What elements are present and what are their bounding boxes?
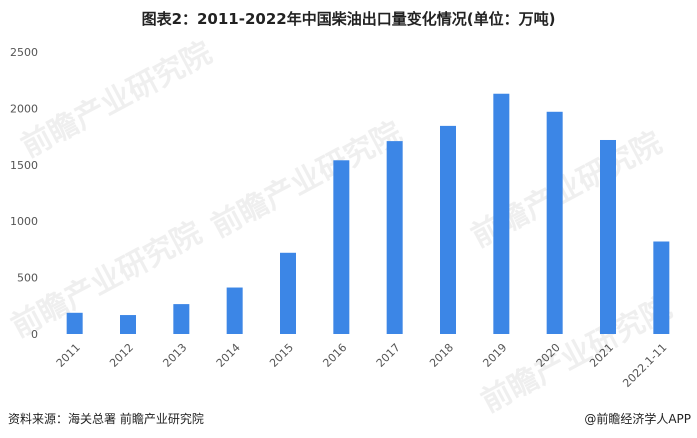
y-tick-label: 1000: [10, 215, 38, 228]
x-tick-label: 2012: [107, 341, 136, 370]
bars: [66, 93, 670, 335]
y-tick-label: 500: [17, 272, 38, 285]
x-tick-label: 2019: [480, 341, 509, 370]
brand-label: @前瞻经济学人APP: [584, 412, 691, 426]
bar-2012: [120, 315, 136, 334]
bar-2015: [280, 252, 296, 334]
x-tick-label: 2016: [320, 341, 349, 370]
x-tick-label: 2020: [534, 341, 563, 370]
bar-2011: [66, 312, 83, 334]
x-axis: 2011 2012 2013 2014 2015 2016 2017 2018 2019 2020…: [54, 341, 670, 390]
bar-2017: [386, 141, 403, 334]
bar-2022.1-11: [653, 241, 670, 334]
bar-2018: [440, 125, 456, 334]
chart-title: 图表2：2011-2022年中国柴油出口量变化情况(单位：万吨): [141, 10, 556, 28]
bar-2013: [173, 304, 190, 334]
y-tick-label: 2000: [10, 102, 38, 115]
x-tick-label: 2018: [427, 341, 456, 370]
bar-2016: [333, 160, 350, 334]
y-tick-label: 1500: [10, 159, 38, 172]
bar-2019: [493, 93, 510, 335]
bar-2021: [600, 139, 616, 334]
bar-2020: [546, 111, 563, 334]
x-tick-label: 2017: [374, 341, 403, 370]
y-axis: 0 500 1000 1500 2000 2500: [10, 46, 38, 341]
x-tick-label: 2015: [267, 341, 296, 370]
x-tick-label: 2022.1-11: [620, 341, 669, 390]
bar-2014: [226, 287, 243, 334]
source-note: 资料来源：海关总署 前瞻产业研究院: [8, 412, 204, 426]
x-tick-label: 2014: [214, 341, 243, 370]
x-tick-label: 2021: [587, 341, 616, 370]
y-tick-label: 2500: [10, 46, 38, 59]
x-tick-label: 2013: [160, 341, 189, 370]
footer: 资料来源：海关总署 前瞻产业研究院 @前瞻经济学人APP: [0, 410, 697, 434]
y-tick-label: 0: [31, 328, 38, 341]
x-tick-label: 2011: [54, 341, 83, 370]
